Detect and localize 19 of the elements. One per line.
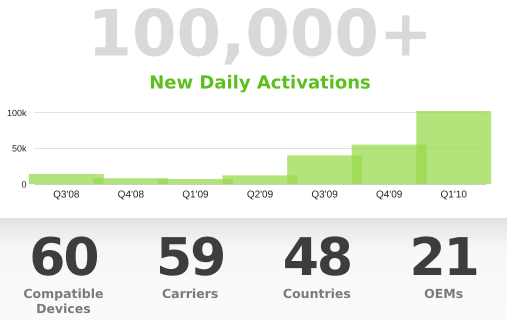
text: Countries (282, 286, 352, 301)
text: OEMs (423, 286, 464, 301)
x-tick-label: Q3'09 (311, 190, 338, 200)
text: Carriers (160, 286, 220, 301)
text: 60 (28, 228, 99, 288)
x-tick-label: Q4'08 (118, 190, 144, 200)
text: 48 (282, 228, 352, 288)
y-tick-label: 100k (6, 108, 27, 118)
y-tick-label: 0 (21, 180, 26, 190)
x-tick-label: Q4'09 (376, 190, 403, 200)
text: 21 (408, 228, 479, 288)
chart-subtitle: New Daily Activations (149, 72, 371, 94)
text: Compatible Devices (23, 286, 104, 316)
x-tick-label: Q2'09 (246, 190, 274, 200)
x-tick-label: Q3'08 (53, 190, 80, 200)
x-tick-label: Q1'09 (182, 190, 210, 200)
x-tick-label: Q1'10 (440, 190, 468, 200)
text: 59 (154, 228, 226, 288)
y-tick-label: 50k (12, 144, 27, 154)
